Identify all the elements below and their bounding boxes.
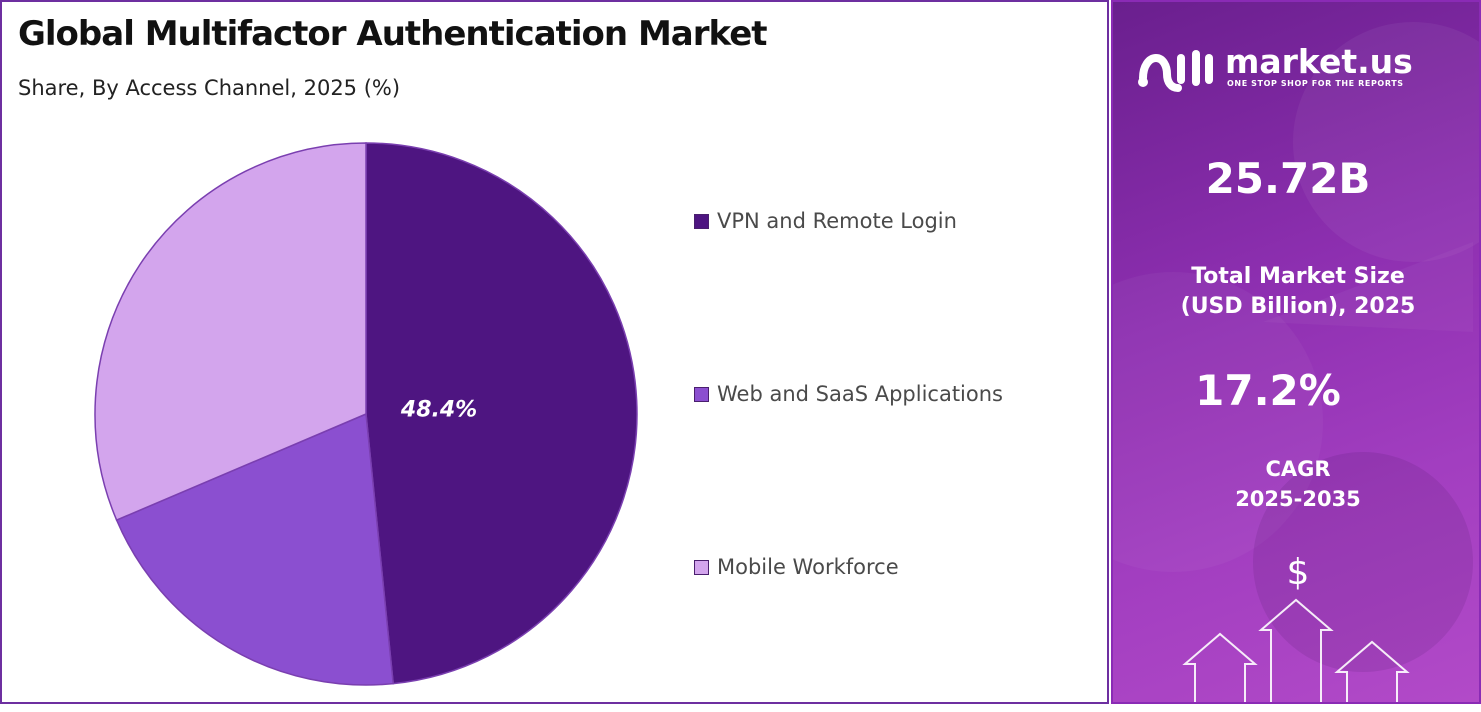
chart-subtitle: Share, By Access Channel, 2025 (%) xyxy=(18,76,401,100)
legend-label-web-saas: Web and SaaS Applications xyxy=(717,382,1003,406)
pie-slice-vpn xyxy=(365,142,638,685)
legend-item-vpn: VPN and Remote Login xyxy=(694,209,957,233)
dollar-icon: $ xyxy=(1286,552,1310,593)
legend-item-mobile: Mobile Workforce xyxy=(694,555,899,579)
cagr-label-line2: 2025-2035 xyxy=(1235,487,1361,511)
cagr-value: 17.2% xyxy=(1195,366,1341,415)
data-label-vpn: 48.4% xyxy=(400,397,477,422)
legend-swatch-web-saas xyxy=(694,386,709,402)
market-size-label-line2: (USD Billion), 2025 xyxy=(1180,294,1416,319)
legend-swatch-mobile xyxy=(694,559,709,575)
pie-chart: 48.4% xyxy=(94,142,638,686)
growth-arrows-icon xyxy=(1182,598,1410,702)
pie-slice-mobile xyxy=(94,142,367,522)
chart-title: Global Multifactor Authentication Market xyxy=(18,14,768,54)
legend-label-vpn: VPN and Remote Login xyxy=(717,209,957,233)
legend-swatch-vpn xyxy=(694,213,709,229)
chart-panel: Global Multifactor Authentication Market… xyxy=(0,0,1109,704)
market-size-label-line1: Total Market Size xyxy=(1191,264,1405,289)
brand-tagline: ONE STOP SHOP FOR THE REPORTS xyxy=(1227,79,1404,88)
background-decoration xyxy=(1113,22,1479,702)
legend-label-mobile: Mobile Workforce xyxy=(717,555,899,579)
market-size-value: 25.72B xyxy=(1205,154,1371,203)
brand-name: market.us xyxy=(1225,42,1413,81)
summary-panel: market.us ONE STOP SHOP FOR THE REPORTS … xyxy=(1111,0,1481,704)
pie-slice-web-saas xyxy=(115,412,395,686)
market-us-logo-icon xyxy=(1138,50,1213,92)
cagr-label-line1: CAGR xyxy=(1265,457,1331,481)
legend-item-web-saas: Web and SaaS Applications xyxy=(694,382,1003,406)
